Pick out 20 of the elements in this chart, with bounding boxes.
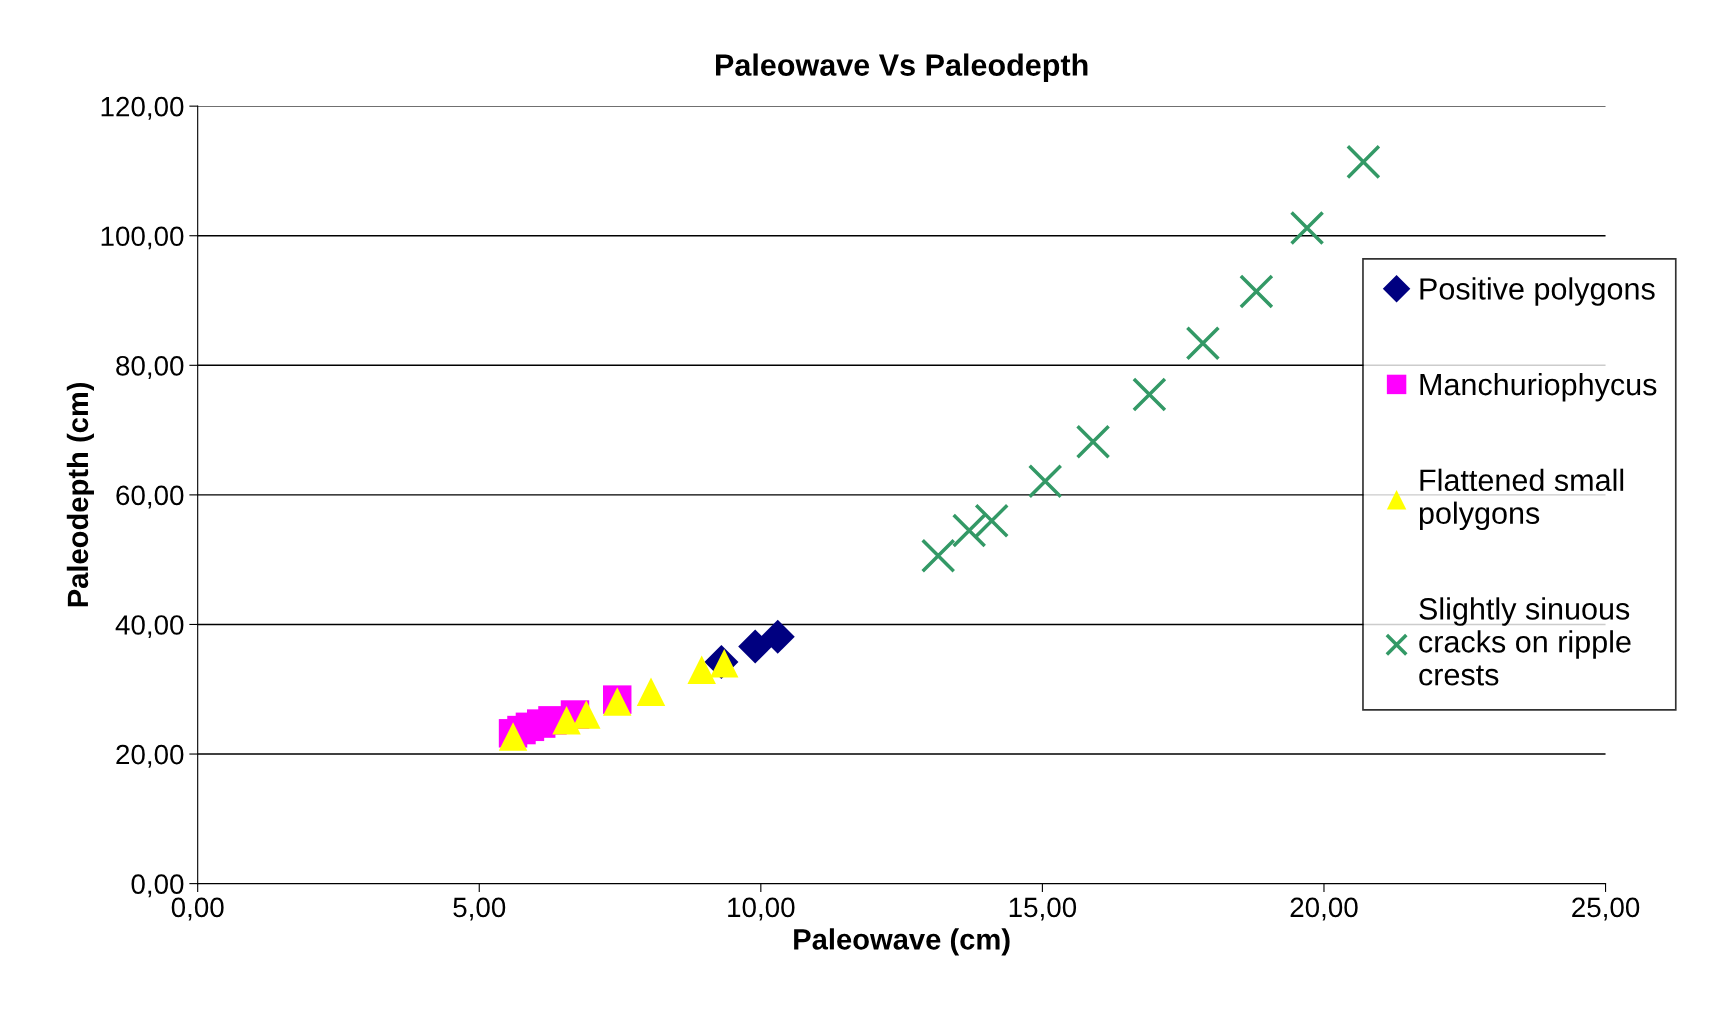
legend-label: Manchuriophycus [1420, 372, 1657, 402]
y-axis-title: Paleodepth (cm) [66, 382, 94, 607]
x-tick-label: 15,00 [1009, 897, 1077, 921]
y-tick-label: 80,00 [116, 355, 184, 379]
x-tick-label: 5,00 [453, 897, 506, 921]
y-tick-label: 100,00 [101, 226, 184, 250]
x-tick-label: 25,00 [1572, 897, 1640, 921]
x-tick-label: 10,00 [728, 897, 795, 921]
y-tick-label: 40,00 [115, 615, 184, 639]
x-tick-label: 0,00 [171, 897, 224, 921]
y-tick-label: 20,00 [116, 744, 184, 768]
chart-title: Paleowave Vs Paleodepth [716, 53, 1088, 82]
legend-label: Positive polygons [1420, 277, 1655, 306]
y-tick-label: 120,00 [101, 96, 184, 120]
y-tick-label: 60,00 [116, 485, 184, 509]
x-tick-label: 20,00 [1290, 897, 1358, 921]
y-tick-label: 0,00 [131, 874, 184, 898]
x-axis-title: Paleowave (cm) [794, 928, 1010, 956]
legend-label: Slightly sinuous cracks on ripple crests [1419, 597, 1631, 686]
legend-label: Flattened small polygons [1419, 468, 1624, 531]
